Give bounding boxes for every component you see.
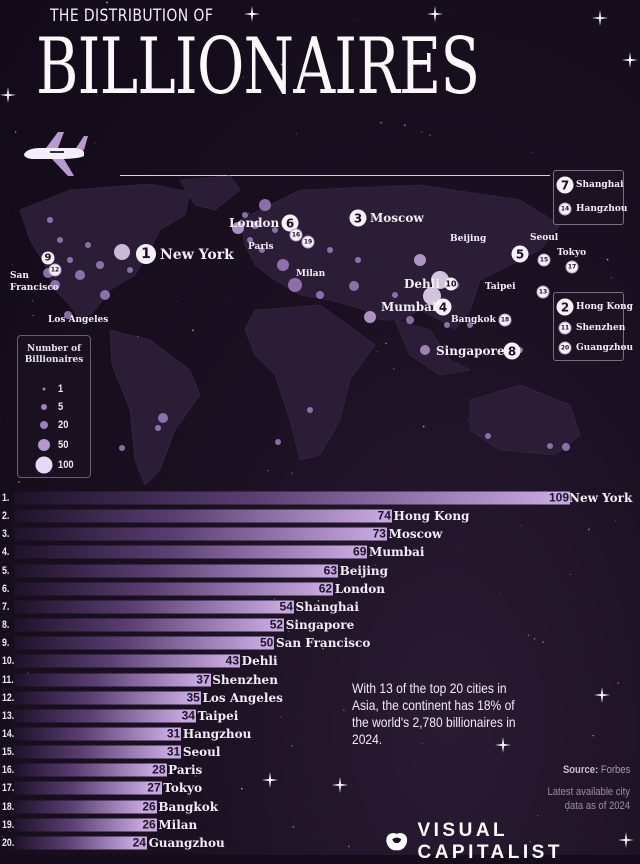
bar-category-label: Paris — [168, 763, 202, 777]
bar-category-label: Los Angeles — [202, 691, 282, 705]
bar — [14, 709, 181, 722]
bar — [14, 836, 132, 849]
visual-capitalist-logo-icon — [384, 830, 409, 854]
bar-value-label: 24 — [132, 836, 147, 849]
bar-category-label: Guangzhou — [149, 836, 225, 850]
bar-rank: 1. — [2, 492, 9, 504]
bar — [14, 800, 141, 813]
bar-value-label: 26 — [141, 800, 156, 813]
source-value: Forbes — [601, 764, 630, 776]
bar-category-label: London — [335, 582, 385, 596]
bar-rank: 12. — [2, 692, 14, 704]
bar — [14, 510, 377, 523]
bar-rank: 17. — [2, 782, 14, 794]
bar-value-label: 63 — [323, 564, 338, 577]
bar — [14, 691, 185, 704]
bar-value-label: 27 — [146, 782, 161, 795]
bar-rank: 8. — [2, 619, 9, 631]
bar-value-label: 52 — [269, 619, 284, 632]
bar — [14, 600, 279, 613]
bar-value-label: 73 — [372, 528, 387, 541]
bar-value-label: 54 — [279, 600, 294, 613]
bar-value-label: 34 — [181, 709, 196, 722]
data-note: Latest available city data as of 2024 — [527, 785, 630, 813]
bar-category-label: Dehli — [242, 654, 278, 668]
bar — [14, 782, 146, 795]
bar-rank: 5. — [2, 565, 9, 577]
bar — [14, 655, 225, 668]
bar-value-label: 31 — [166, 727, 181, 740]
bar — [14, 528, 372, 541]
bar — [14, 727, 166, 740]
bar-category-label: San Francisco — [276, 636, 370, 650]
bar-value-label: 28 — [151, 764, 166, 777]
bar — [14, 582, 318, 595]
bar — [14, 764, 151, 777]
bar-value-label: 69 — [352, 546, 367, 559]
bar-category-label: Moscow — [389, 527, 443, 541]
bar — [14, 564, 323, 577]
source: Source: Forbes — [563, 764, 630, 776]
bar-rank: 15. — [2, 746, 14, 758]
bar-value-label: 37 — [195, 673, 210, 686]
bar-category-label: Seoul — [183, 745, 221, 759]
annotation-note: With 13 of the top 20 cities in Asia, th… — [352, 680, 524, 748]
bar-category-label: Beijing — [340, 564, 388, 578]
bar-category-label: Tokyo — [163, 781, 202, 795]
bar-value-label: 43 — [225, 655, 240, 668]
bar — [14, 818, 141, 831]
bar-category-label: Singapore — [286, 618, 354, 632]
bar-category-label: Mumbai — [369, 545, 424, 559]
bar-rank: 4. — [2, 546, 9, 558]
bar-value-label: 74 — [377, 510, 392, 523]
bar — [14, 619, 269, 632]
bar-category-label: Milan — [158, 818, 197, 832]
bar-rank: 13. — [2, 710, 14, 722]
bar-value-label: 26 — [141, 818, 156, 831]
bar — [14, 492, 548, 505]
bar-category-label: Hong Kong — [394, 509, 470, 523]
bar-value-label: 109 — [548, 492, 570, 505]
bar-value-label: 50 — [259, 637, 274, 650]
bar-value-label: 35 — [185, 691, 200, 704]
bar-rank: 11. — [2, 674, 14, 686]
bar-rank: 2. — [2, 510, 9, 522]
source-label: Source: — [563, 764, 598, 776]
brand-name: VISUAL CAPITALIST — [417, 820, 640, 864]
bar-category-label: Taipei — [198, 709, 239, 723]
bar-rank: 7. — [2, 601, 9, 613]
bar-rank: 3. — [2, 528, 9, 540]
bar-category-label: Shanghai — [296, 600, 359, 614]
bar — [14, 637, 259, 650]
bar — [14, 546, 352, 559]
bar-value-label: 31 — [166, 746, 181, 759]
bar-rank: 20. — [2, 837, 14, 849]
bar-rank: 18. — [2, 801, 14, 813]
bar-rank: 10. — [2, 655, 14, 667]
bar-category-label: Bangkok — [158, 800, 218, 814]
bar-category-label: Shenzhen — [212, 673, 278, 687]
bar-category-label: Hangzhou — [183, 727, 252, 741]
bar-rank: 6. — [2, 583, 9, 595]
bar-category-label: New York — [569, 491, 632, 505]
bar-rank: 19. — [2, 819, 14, 831]
brand-logo: VISUAL CAPITALIST — [384, 820, 640, 864]
bar-value-label: 62 — [318, 582, 333, 595]
bar-rank: 14. — [2, 728, 14, 740]
bar-rank: 16. — [2, 764, 14, 776]
bar — [14, 746, 166, 759]
bar-rank: 9. — [2, 637, 9, 649]
bar — [14, 673, 195, 686]
